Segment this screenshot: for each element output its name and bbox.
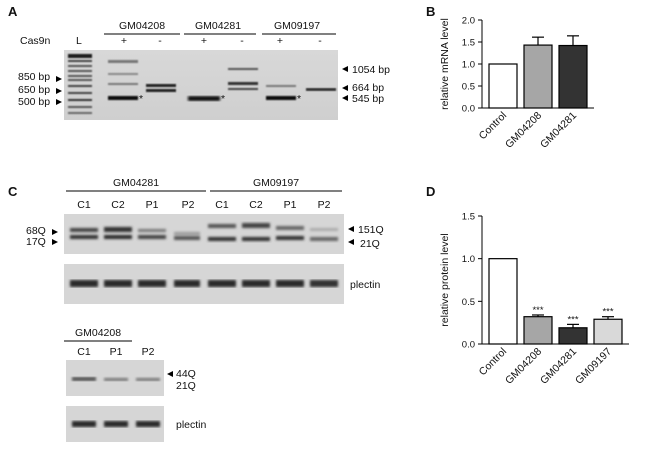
marker-650: 650 bp bbox=[18, 84, 50, 96]
panel-letter-b: B bbox=[426, 4, 435, 19]
bar-control bbox=[488, 63, 518, 109]
category-label: Control bbox=[477, 346, 509, 378]
gel-a-right-markers: 1054 bp 664 bp 545 bp bbox=[342, 64, 390, 105]
y-tick-label: 1.5 bbox=[462, 212, 475, 223]
sign-lane-1: + bbox=[121, 35, 127, 47]
significance-label: *** bbox=[567, 314, 578, 325]
lower-lane-c1: C1 bbox=[77, 346, 91, 358]
asterisk-lane-5: * bbox=[297, 93, 301, 105]
sign-lane-3: + bbox=[201, 35, 207, 47]
label-151q: 151Q bbox=[358, 224, 384, 236]
bar-gm04281 bbox=[558, 327, 588, 345]
gel-c-lane-labels: C1 C2 P1 P2 C1 C2 P1 P2 bbox=[77, 199, 330, 211]
panel-letter-a: A bbox=[8, 4, 18, 19]
lane-p2-a: P2 bbox=[182, 199, 195, 211]
lane-p1-b: P1 bbox=[284, 199, 297, 211]
cas9n-label: Cas9n bbox=[20, 35, 51, 47]
panel-letter-d: D bbox=[426, 184, 435, 199]
gel-a-group-1: GM04208 bbox=[119, 20, 165, 32]
gel-c-lower-lane-labels: C1 P1 P2 bbox=[77, 346, 154, 358]
y-axis-label: relative protein level bbox=[439, 233, 451, 326]
category-label: GM04281 bbox=[538, 110, 579, 151]
marker-545: 545 bp bbox=[352, 93, 384, 105]
gel-a-group-headers: GM04208 GM04281 GM09197 bbox=[104, 20, 336, 35]
label-21q: 21Q bbox=[360, 238, 380, 250]
bar-gm04208 bbox=[523, 44, 553, 109]
plectin-label-lower: plectin bbox=[176, 419, 207, 431]
gel-a-signs: + - + - + - bbox=[121, 35, 322, 47]
lower-lane-p1: P1 bbox=[110, 346, 123, 358]
marker-664: 664 bp bbox=[352, 82, 384, 94]
chart-protein-level: 0.0 0.5 1.0 1.5 relative protein level Contro… bbox=[439, 212, 629, 387]
bar-gm09197 bbox=[593, 318, 623, 345]
gel-c-lower-group: GM04208 bbox=[75, 327, 121, 339]
lane-c1-a: C1 bbox=[77, 199, 91, 211]
gel-c-group-1: GM04281 bbox=[113, 177, 159, 189]
lane-c2-a: C2 bbox=[111, 199, 125, 211]
y-tick-label: 1.0 bbox=[462, 60, 475, 71]
label-68q: 68Q bbox=[26, 225, 46, 237]
category-label: GM04281 bbox=[538, 346, 579, 387]
chart-mrna-level: 0.0 0.5 1.0 1.5 2.0 relative mRNA level Contro… bbox=[439, 16, 594, 151]
plectin-label-upper: plectin bbox=[350, 279, 381, 291]
lane-p2-b: P2 bbox=[318, 199, 331, 211]
western-blot-plectin bbox=[64, 264, 344, 304]
gel-a-group-2: GM04281 bbox=[195, 20, 241, 32]
significance-label: *** bbox=[532, 305, 543, 316]
y-tick-label: 1.0 bbox=[462, 254, 475, 265]
label-17q: 17Q bbox=[26, 236, 46, 248]
lane-c1-b: C1 bbox=[215, 199, 229, 211]
label-44q: 44Q bbox=[176, 368, 196, 380]
bar-gm04208 bbox=[523, 316, 553, 345]
y-tick-label: 0.0 bbox=[462, 340, 475, 351]
asterisk-lane-3: * bbox=[221, 93, 225, 105]
gel-a-group-3: GM09197 bbox=[274, 20, 320, 32]
panel-letter-c: C bbox=[8, 184, 18, 199]
lower-lane-p2: P2 bbox=[142, 346, 155, 358]
marker-1054: 1054 bp bbox=[352, 64, 390, 76]
label-21q-lower: 21Q bbox=[176, 380, 196, 392]
marker-500: 500 bp bbox=[18, 96, 50, 108]
gel-c-group-2: GM09197 bbox=[253, 177, 299, 189]
western-blot-plectin-lower bbox=[66, 406, 164, 442]
y-axis-label: relative mRNA level bbox=[439, 18, 451, 110]
asterisk-lane-1: * bbox=[139, 93, 143, 105]
category-label: Control bbox=[477, 110, 509, 142]
ladder-label: L bbox=[76, 35, 82, 47]
y-tick-label: 0.5 bbox=[462, 297, 475, 308]
sign-lane-5: + bbox=[277, 35, 283, 47]
marker-850: 850 bp bbox=[18, 71, 50, 83]
dna-gel-image bbox=[64, 50, 338, 120]
sign-lane-2: - bbox=[158, 35, 162, 47]
bar-control bbox=[488, 258, 518, 345]
category-label: GM04208 bbox=[503, 110, 544, 151]
sign-lane-4: - bbox=[240, 35, 244, 47]
y-tick-label: 0.0 bbox=[462, 104, 475, 115]
y-tick-label: 1.5 bbox=[462, 38, 475, 49]
western-blot-htt-lower bbox=[66, 360, 164, 396]
y-tick-label: 0.5 bbox=[462, 82, 475, 93]
bar-gm04281 bbox=[558, 44, 588, 109]
gel-c-left-labels: 68Q 17Q bbox=[26, 225, 58, 248]
category-label: GM04208 bbox=[503, 346, 544, 387]
lane-p1-a: P1 bbox=[146, 199, 159, 211]
gel-c-right-labels: 151Q 21Q bbox=[348, 224, 384, 250]
significance-label: *** bbox=[602, 307, 613, 318]
sign-lane-6: - bbox=[318, 35, 322, 47]
gel-a-left-markers: 850 bp 650 bp 500 bp bbox=[18, 71, 62, 108]
western-blot-htt bbox=[64, 214, 344, 254]
category-label: GM09197 bbox=[573, 346, 614, 387]
y-tick-label: 2.0 bbox=[462, 16, 475, 27]
gel-c-lower-right-labels: 44Q 21Q bbox=[167, 368, 196, 392]
lane-c2-b: C2 bbox=[249, 199, 263, 211]
